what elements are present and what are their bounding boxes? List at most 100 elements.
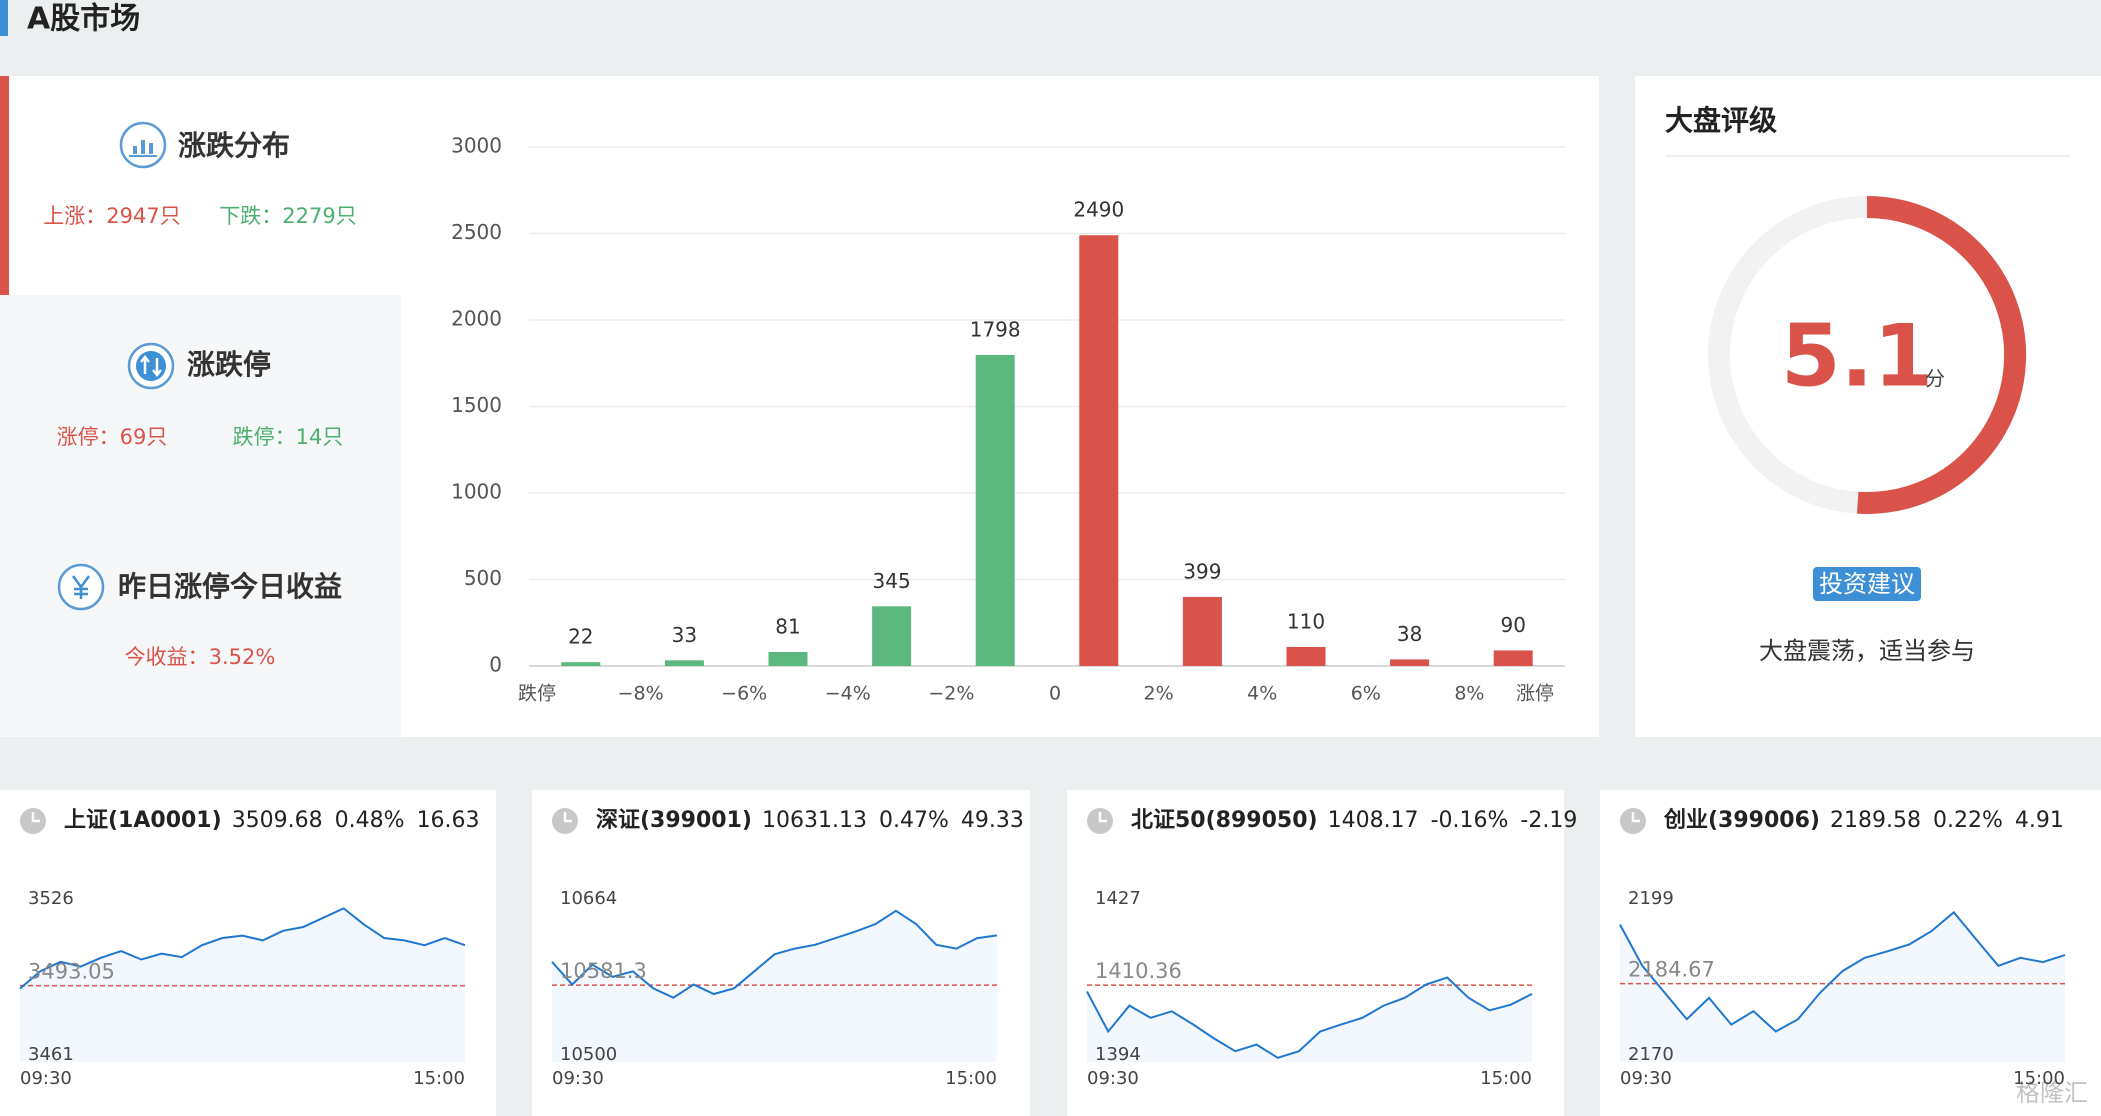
clock-hands — [563, 812, 572, 823]
y-min-label: 10500 — [560, 1044, 617, 1065]
value-label: 1798 — [970, 317, 1021, 341]
stat: 今收益：3.52% — [125, 645, 276, 669]
x-start-label: 09:30 — [1620, 1068, 1672, 1089]
clock-hands — [1098, 812, 1107, 823]
index-change: -2.19 — [1520, 808, 1577, 833]
y-max-label: 1427 — [1095, 888, 1141, 909]
bar — [664, 660, 704, 666]
bar — [975, 354, 1015, 666]
base-label: 3493.05 — [28, 960, 115, 984]
line — [1086, 976, 1533, 1059]
bar — [561, 662, 601, 666]
y-tick-label: 2500 — [451, 220, 502, 244]
y-min-label: 2170 — [1628, 1044, 1674, 1065]
x-tick-label: 4% — [1247, 683, 1277, 705]
icon-distribution — [119, 121, 167, 169]
area — [20, 908, 465, 1062]
x-tick-label: −8% — [618, 683, 664, 705]
index-quote: 上证(1A0001) 3509.68 0.48% 16.63 — [64, 808, 480, 833]
advice-button[interactable] — [1813, 567, 1921, 601]
rating-title: 大盘评级 — [1665, 104, 1777, 137]
x-tick-label: −6% — [721, 683, 767, 705]
bar — [1390, 659, 1430, 666]
x-tick-label: 跌停 — [518, 683, 556, 705]
bar — [872, 606, 912, 666]
bar — [1182, 596, 1222, 666]
index-change: 4.91 — [2015, 808, 2064, 833]
header-accent — [0, 0, 8, 36]
icon-yen — [57, 563, 105, 611]
index-change-pct: -0.16% — [1431, 808, 1509, 833]
index-quote: 创业(399006) 2189.58 0.22% 4.91 — [1663, 808, 2064, 833]
index-change: 16.63 — [417, 808, 480, 833]
base-label: 2184.67 — [1628, 958, 1715, 982]
value-label: 81 — [775, 614, 800, 638]
index-name: 上证(1A0001) — [64, 808, 222, 833]
advice-button-label[interactable]: 投资建议 — [1819, 570, 1915, 598]
icon-limit — [127, 342, 175, 390]
x-tick-label: 0 — [1049, 683, 1061, 705]
area — [552, 910, 997, 1062]
clock-hands — [31, 812, 40, 823]
y-max-label: 2199 — [1628, 888, 1674, 909]
index-name: 深证(399001) — [596, 808, 752, 833]
base-label: 1410.36 — [1095, 959, 1182, 983]
value-label: 2490 — [1073, 198, 1124, 222]
value-label: 22 — [568, 625, 593, 649]
index-change-pct: 0.48% — [335, 808, 405, 833]
active-indicator — [0, 76, 9, 295]
stat: 涨停：69只 — [57, 425, 168, 449]
value-label: 399 — [1183, 559, 1221, 583]
area — [1087, 977, 1532, 1062]
x-end-label: 15:00 — [945, 1068, 997, 1089]
stat: 跌停：14只 — [233, 425, 344, 449]
clock-icon — [552, 808, 578, 834]
y-tick-label: 1500 — [451, 393, 502, 417]
index-price: 1408.17 — [1328, 808, 1419, 833]
section-title: 涨跌停 — [187, 348, 271, 381]
y-min-label: 3461 — [28, 1044, 74, 1065]
advice-text: 大盘震荡，适当参与 — [1759, 637, 1975, 665]
y-tick-label: 1000 — [451, 480, 502, 504]
x-end-label: 15:00 — [1480, 1068, 1532, 1089]
bar — [1079, 235, 1119, 667]
index-price: 10631.13 — [762, 808, 867, 833]
index-chart: 创业(399006) 2189.58 0.22% 4.91 2199 2184.67 217… — [1619, 808, 2066, 1089]
clock-icon — [20, 808, 46, 834]
base-label: 10581.3 — [560, 959, 647, 983]
y-tick-label: 3000 — [451, 134, 502, 158]
rating-panel — [1635, 76, 2101, 737]
x-tick-label: 2% — [1144, 683, 1174, 705]
index-name: 创业(399006) — [1663, 808, 1820, 833]
line — [551, 909, 998, 999]
section-title: 涨跌分布 — [178, 129, 290, 162]
x-end-label: 15:00 — [2013, 1068, 2065, 1089]
gauge-arc — [1857, 196, 2027, 514]
line — [19, 907, 466, 990]
x-end-label: 15:00 — [413, 1068, 465, 1089]
index-quote: 北证50(899050) 1408.17 -0.16% -2.19 — [1131, 808, 1577, 833]
x-tick-label: 6% — [1351, 683, 1381, 705]
index-change-pct: 0.22% — [1933, 808, 2003, 833]
summary-panel — [0, 295, 401, 737]
index-quote: 深证(399001) 10631.13 0.47% 49.33 — [596, 808, 1024, 833]
bar — [768, 651, 808, 666]
y-max-label: 10664 — [560, 888, 617, 909]
section-title: 昨日涨停今日收益 — [118, 570, 342, 603]
value-label: 110 — [1287, 609, 1325, 633]
value-label: 33 — [672, 623, 697, 647]
y-min-label: 1394 — [1095, 1044, 1141, 1065]
value-label: 345 — [873, 569, 911, 593]
line — [1619, 910, 2066, 1033]
index-chart: 上证(1A0001) 3509.68 0.48% 16.63 3526 3493.05 34… — [19, 808, 480, 1089]
index-name: 北证50(899050) — [1131, 808, 1318, 833]
x-tick-label: 涨停 — [1516, 683, 1554, 705]
value-label: 38 — [1397, 622, 1422, 646]
x-start-label: 09:30 — [20, 1068, 72, 1089]
bar — [1286, 646, 1326, 666]
index-chart: 深证(399001) 10631.13 0.47% 49.33 10664 10581.3… — [551, 808, 1024, 1089]
index-price: 2189.58 — [1830, 808, 1921, 833]
x-tick-label: −2% — [928, 683, 974, 705]
value-label: 90 — [1500, 613, 1525, 637]
